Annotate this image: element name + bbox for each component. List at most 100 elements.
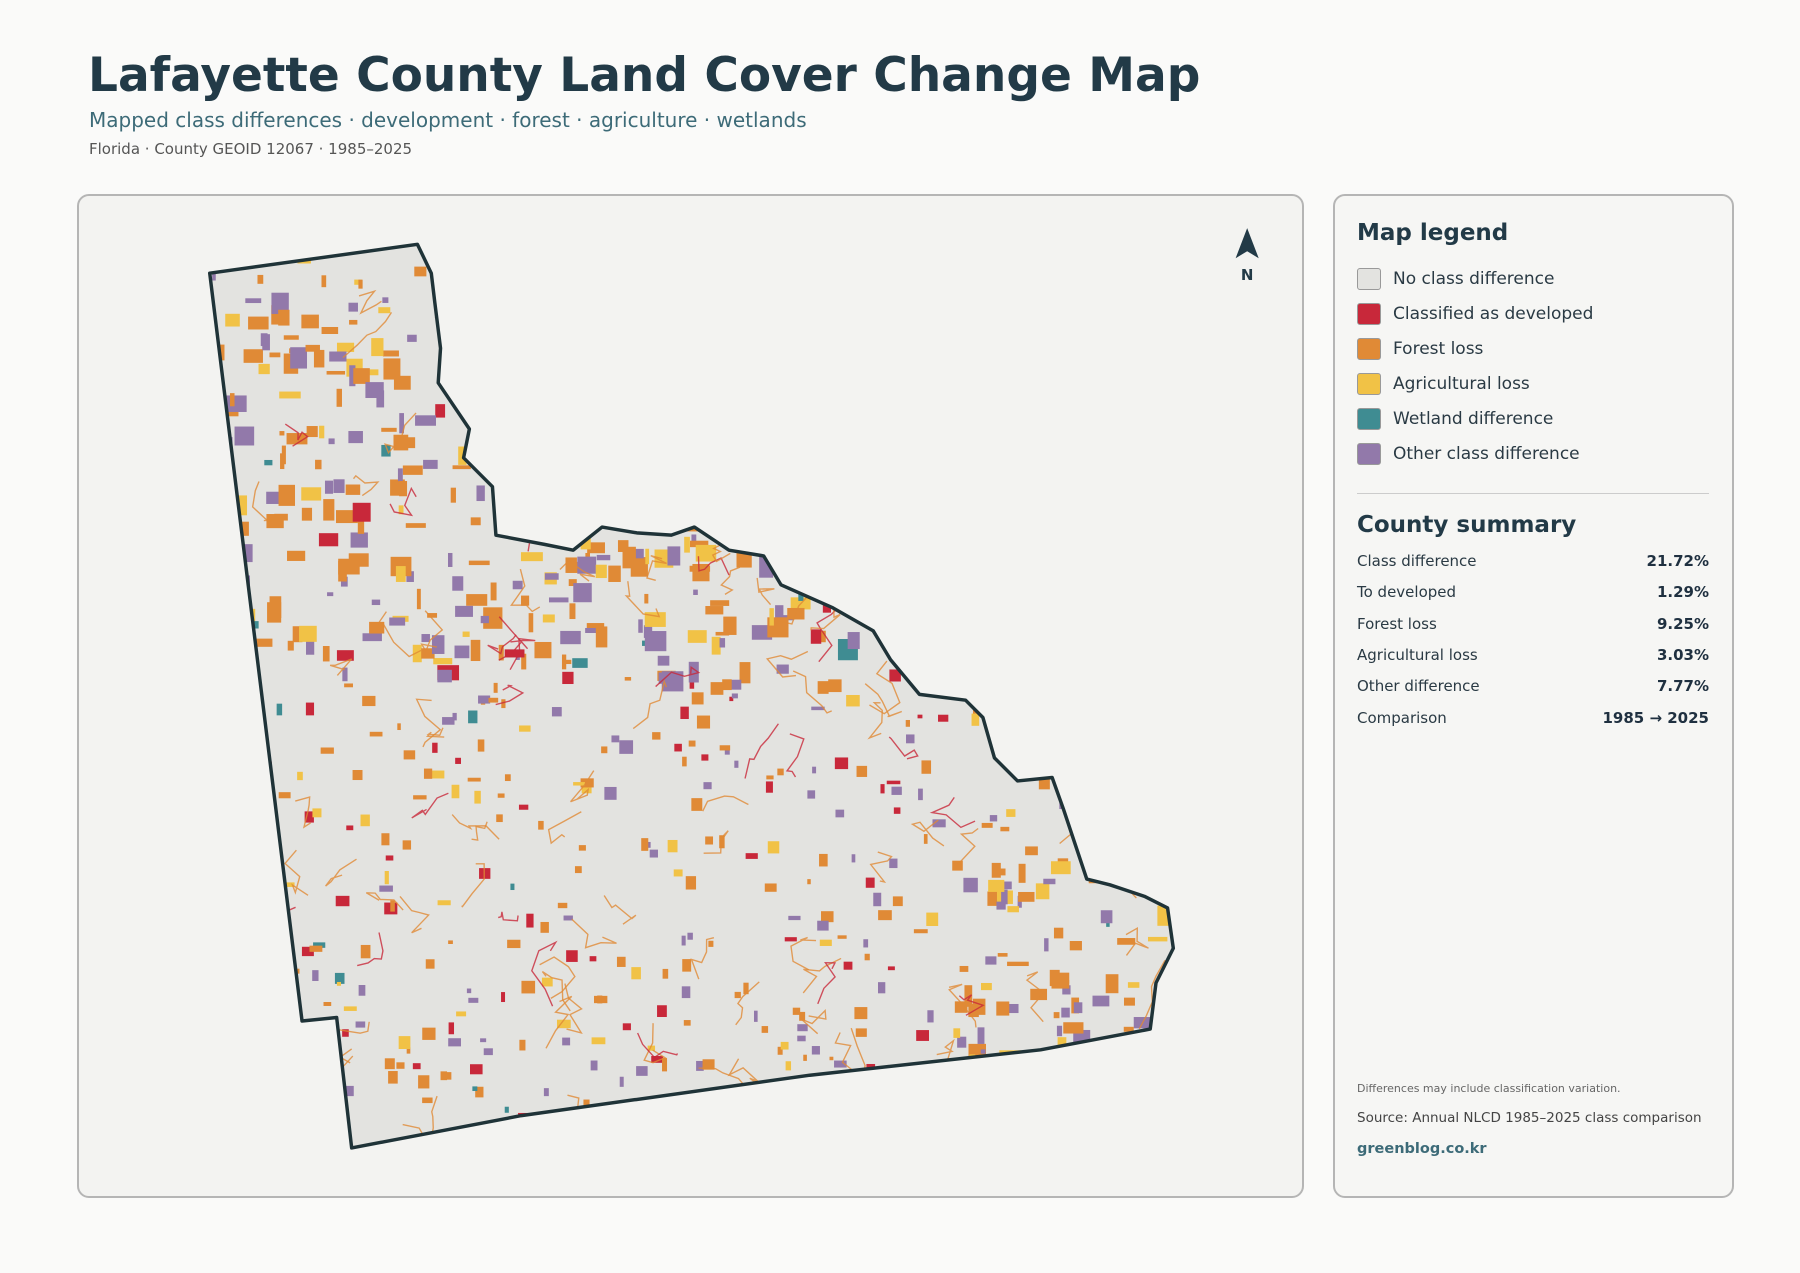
change-patch	[253, 1081, 261, 1087]
change-patch	[468, 710, 478, 724]
change-patch	[886, 780, 901, 785]
change-streak	[1093, 282, 1127, 321]
change-patch	[873, 892, 882, 907]
change-patch	[719, 638, 726, 648]
change-patch	[569, 603, 576, 620]
change-patch	[826, 580, 842, 586]
change-patch	[846, 573, 859, 588]
change-patch	[601, 253, 612, 258]
change-patch	[433, 658, 453, 665]
change-patch	[743, 420, 757, 433]
change-patch	[365, 382, 384, 399]
change-streak	[711, 538, 732, 563]
change-patch	[926, 912, 939, 927]
change-patch	[799, 424, 813, 438]
change-patch	[807, 790, 816, 799]
change-patch	[1038, 777, 1050, 790]
change-patch	[988, 349, 998, 361]
change-patch	[1000, 420, 1007, 431]
change-patch	[598, 402, 608, 415]
change-patch	[378, 307, 391, 314]
change-patch	[545, 309, 553, 314]
change-patch	[1163, 424, 1173, 429]
change-streak	[948, 983, 977, 1028]
change-patch	[1008, 394, 1017, 400]
change-streak	[1128, 697, 1149, 715]
legend-item: Forest loss	[1357, 337, 1483, 361]
change-patch	[504, 1106, 509, 1113]
change-patch	[415, 415, 436, 426]
legend-label: Agricultural loss	[1393, 374, 1530, 394]
change-patch	[1007, 906, 1019, 913]
legend-item: Other class difference	[1357, 442, 1580, 466]
change-patch	[1053, 560, 1064, 573]
change-patch	[658, 672, 664, 684]
change-patch	[765, 294, 779, 302]
change-patch	[452, 465, 471, 470]
change-patch	[681, 505, 690, 510]
legend-title: Map legend	[1357, 220, 1509, 246]
change-patch	[918, 788, 923, 801]
change-patch	[376, 390, 385, 408]
change-patch	[1056, 317, 1070, 324]
change-streak	[636, 1032, 679, 1059]
change-patch	[622, 1023, 631, 1031]
change-patch	[1009, 549, 1016, 554]
change-patch	[223, 587, 238, 603]
change-patch	[512, 580, 523, 590]
change-patch	[578, 845, 586, 851]
legend-swatch	[1357, 373, 1381, 395]
change-patch	[353, 368, 370, 384]
change-patch	[266, 244, 272, 258]
change-patch	[556, 1019, 571, 1029]
change-patch	[1029, 435, 1038, 444]
change-patch	[996, 1138, 1008, 1148]
change-patch	[354, 279, 362, 285]
change-patch	[988, 430, 1001, 437]
change-patch	[687, 932, 693, 940]
change-patch	[636, 1112, 641, 1125]
change-patch	[396, 1062, 405, 1069]
change-streak	[748, 405, 769, 426]
change-patch	[928, 337, 934, 342]
change-patch	[687, 630, 707, 643]
change-patch	[1034, 354, 1047, 359]
change-patch	[629, 480, 646, 494]
change-patch	[705, 836, 714, 845]
change-patch	[536, 278, 546, 289]
change-patch	[590, 1060, 598, 1071]
change-patch	[1141, 664, 1147, 677]
change-patch	[922, 559, 930, 569]
change-patch	[462, 631, 470, 637]
change-streak	[501, 417, 526, 447]
change-patch	[1018, 863, 1026, 883]
change-patch	[452, 712, 457, 721]
change-patch	[662, 1058, 668, 1072]
change-patch	[1032, 458, 1046, 465]
change-streak	[1037, 452, 1060, 473]
change-patch	[1170, 814, 1174, 824]
change-patch	[1121, 337, 1132, 345]
change-patch	[283, 335, 299, 340]
change-patch	[652, 732, 661, 740]
change-patch	[728, 274, 742, 281]
change-patch	[891, 786, 902, 795]
change-streak	[643, 1023, 667, 1064]
change-patch	[340, 576, 348, 587]
change-patch	[418, 1075, 430, 1089]
change-patch	[1134, 1031, 1153, 1045]
change-patch	[986, 510, 991, 523]
change-patch	[1064, 771, 1070, 783]
change-patch	[395, 566, 406, 582]
change-patch	[287, 550, 306, 561]
change-patch	[702, 1059, 715, 1070]
change-streak	[527, 309, 574, 330]
legend-swatch	[1357, 268, 1381, 290]
change-patch	[1171, 704, 1174, 713]
change-patch	[431, 1148, 445, 1157]
change-patch	[785, 1061, 792, 1071]
change-patch	[234, 426, 255, 446]
change-patch	[627, 315, 632, 327]
change-patch	[306, 426, 318, 438]
change-patch	[381, 444, 391, 457]
